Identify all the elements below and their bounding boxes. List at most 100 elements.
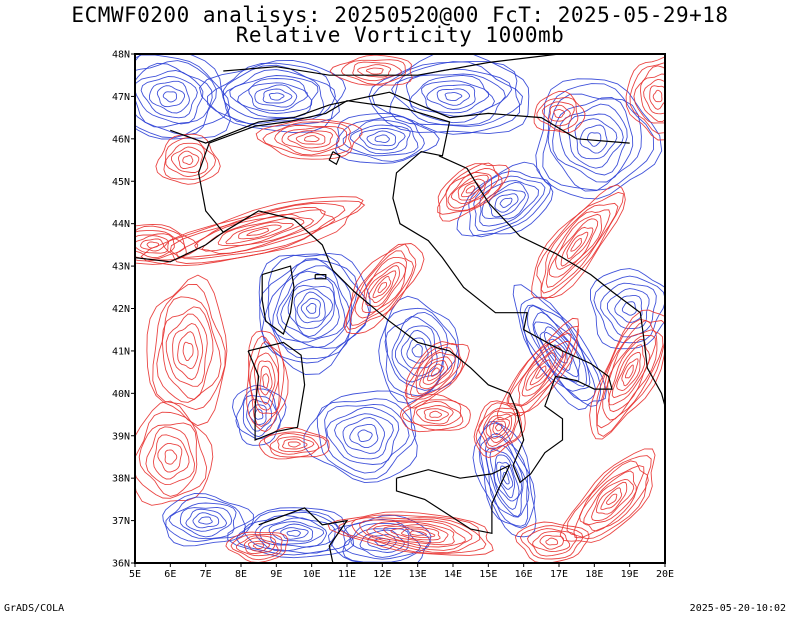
- negative-vorticity-contour: [621, 301, 637, 316]
- positive-vorticity-contour: [545, 537, 559, 546]
- negative-vorticity-contour: [552, 96, 634, 183]
- y-axis: 36N 37N 38N 39N 40N 41N 42N 43N 44N 45N 46N 47N 48N: [112, 50, 135, 570]
- positive-vorticity-contour: [281, 126, 340, 152]
- positive-vorticity-contour: [372, 521, 455, 546]
- positive-vorticity-contour: [235, 535, 279, 557]
- positive-vorticity-contour: [262, 121, 352, 157]
- x-tick-label: 13E: [409, 569, 427, 580]
- coastline: [258, 507, 349, 563]
- positive-vorticity-contour: [357, 64, 392, 78]
- positive-vorticity-contour: [372, 275, 392, 299]
- negative-vorticity-contour: [444, 92, 463, 102]
- negative-vorticity-contour: [286, 529, 301, 537]
- positive-vorticity-contour: [248, 335, 285, 428]
- negative-vorticity-contour: [494, 193, 519, 213]
- positive-vorticity-contour: [616, 352, 641, 391]
- positive-vorticity-contour: [246, 227, 270, 237]
- positive-vorticity-contour: [492, 420, 506, 436]
- negative-vorticity-contour: [533, 321, 581, 383]
- y-tick-label: 40N: [112, 389, 130, 400]
- y-tick-label: 39N: [112, 431, 130, 442]
- negative-vorticity-contour: [535, 78, 663, 200]
- positive-vorticity-contour: [165, 313, 208, 387]
- negative-vorticity-contour: [558, 103, 628, 176]
- negative-vorticity-contour: [468, 170, 552, 238]
- negative-vorticity-contour: [606, 288, 650, 330]
- x-tick-label: 20E: [656, 569, 674, 580]
- negative-vorticity-contour: [488, 189, 526, 218]
- coastline: [247, 341, 306, 441]
- negative-vorticity-contour: [326, 406, 400, 465]
- positive-vorticity-contour: [146, 274, 228, 427]
- positive-vorticity-contour: [412, 400, 462, 427]
- negative-vorticity-contour: [135, 62, 213, 128]
- negative-vorticity-contour: [391, 68, 513, 126]
- positive-vorticity-contour: [383, 524, 449, 544]
- positive-vorticity-contour: [545, 209, 611, 288]
- positive-vorticity-contour: [246, 330, 289, 433]
- positive-vorticity-contour: [287, 130, 334, 149]
- positive-vorticity-contour: [533, 90, 586, 133]
- coastline: [170, 91, 630, 144]
- negative-vorticity-contour: [192, 512, 220, 529]
- positive-vorticity-contour: [135, 225, 187, 262]
- negative-vorticity-contour: [268, 92, 285, 101]
- positive-vorticity-contour: [295, 132, 326, 145]
- negative-vorticity-contour: [262, 88, 293, 104]
- negative-vorticity-contour: [316, 398, 417, 480]
- negative-vorticity-contour: [436, 88, 471, 106]
- positive-vorticity-contour: [596, 319, 664, 429]
- positive-vorticity-contour: [140, 238, 165, 252]
- x-tick-label: 10E: [303, 569, 321, 580]
- positive-vorticity-contour: [611, 344, 646, 399]
- positive-vorticity-contour: [405, 341, 470, 409]
- negative-vorticity-contour: [272, 523, 314, 542]
- positive-vorticity-contour: [496, 317, 579, 421]
- positive-vorticity-contour: [596, 318, 665, 437]
- negative-vorticity-contour: [614, 295, 643, 323]
- positive-vorticity-contour: [461, 182, 481, 198]
- positive-vorticity-contour: [566, 231, 589, 260]
- negative-vorticity-contour: [405, 73, 506, 124]
- negative-vorticity-contour: [300, 297, 321, 319]
- negative-vorticity-contour: [198, 516, 213, 525]
- x-tick-label: 8E: [235, 569, 247, 580]
- positive-vorticity-contour: [621, 358, 639, 387]
- x-tick-label: 7E: [200, 569, 212, 580]
- negative-vorticity-contour: [473, 175, 546, 233]
- y-tick-label: 44N: [112, 219, 130, 230]
- negative-vorticity-contour: [359, 529, 405, 553]
- negative-vorticity-contour: [378, 295, 460, 404]
- positive-vorticity-contour: [457, 178, 486, 201]
- positive-vorticity-contour: [445, 168, 500, 212]
- positive-vorticity-contour: [447, 172, 493, 209]
- positive-vorticity-contour: [329, 54, 413, 86]
- positive-vorticity-contour: [225, 531, 289, 563]
- positive-vorticity-contour: [152, 284, 226, 410]
- positive-vorticity-contour: [161, 306, 214, 400]
- positive-vorticity-contour: [253, 352, 279, 411]
- positive-vorticity-contour: [238, 224, 282, 240]
- x-tick-label: 16E: [515, 569, 533, 580]
- positive-vorticity-contour: [465, 185, 476, 194]
- positive-vorticity-contour: [521, 347, 564, 397]
- positive-vorticity-contour: [155, 133, 221, 185]
- positive-vorticity-contour: [274, 124, 348, 156]
- x-tick-label: 12E: [373, 569, 391, 580]
- positive-vorticity-contour: [146, 241, 160, 249]
- positive-vorticity-contour: [135, 400, 214, 506]
- positive-vorticity-contour: [640, 73, 665, 123]
- x-tick-label: 5E: [129, 569, 141, 580]
- positive-vorticity-contour: [494, 423, 503, 432]
- positive-vorticity-contour: [263, 431, 327, 458]
- positive-vorticity-contour: [514, 521, 590, 563]
- positive-vorticity-contour: [517, 341, 570, 406]
- positive-vorticity-contour: [429, 410, 443, 418]
- positive-vorticity-contour: [506, 325, 580, 416]
- negative-vorticity-contour: [406, 337, 429, 364]
- x-tick-label: 9E: [270, 569, 282, 580]
- positive-vorticity-contour: [478, 407, 520, 450]
- negative-vorticity-contour: [243, 511, 340, 554]
- positive-vorticity-contour: [542, 101, 575, 127]
